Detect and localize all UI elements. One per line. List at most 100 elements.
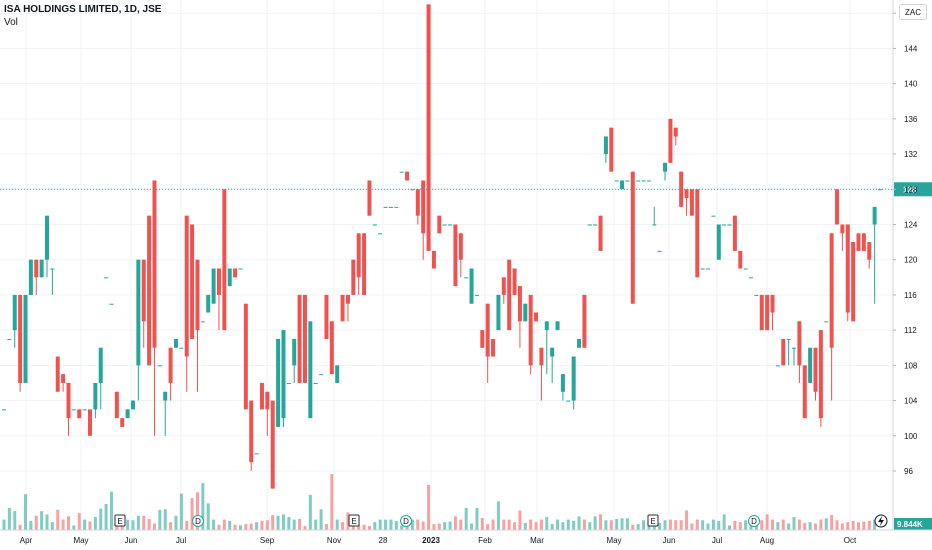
candle-body [464,277,469,279]
volume-bar [556,519,560,530]
candle-body [781,338,786,366]
volume-bar [179,493,183,530]
earnings-marker [348,514,360,527]
volume-bar [701,520,705,530]
candle-body [550,347,555,357]
volume-bar [744,520,748,530]
volume-bar [13,511,17,530]
time-axis[interactable]: Apr May Jun Jul Sep Nov 28 2023 Feb Mar May Jun Jul A… [0,529,932,545]
volume-bar [760,520,764,530]
candle-body [512,268,517,295]
candle-body [345,294,350,304]
candle-body [23,294,28,383]
currency-button[interactable]: ZAC [899,4,927,20]
candle-body [319,374,324,376]
candles [2,4,882,489]
time-tick-label: May [606,536,621,545]
volume-bar [534,522,538,530]
volume-bar [421,521,425,530]
volume-bar [636,524,640,530]
last-price-line: 128 9.844K [0,182,932,530]
candle-body [372,224,377,226]
lightning-icon [878,516,884,526]
volume-bar [470,523,474,530]
candle-body [431,250,436,269]
candle-body [706,268,711,270]
candle-body [157,365,162,367]
candle-body [657,250,662,252]
volume-bar [513,522,517,530]
volume-bar [781,519,785,530]
volume-bar [271,515,275,530]
candle-body [507,259,512,331]
grid-lines [0,0,893,530]
volume-bar [40,511,44,530]
price-tick-label: 100 [904,432,918,441]
candle-body [673,127,678,137]
volume-bar [394,520,398,530]
volume-bar [480,518,484,530]
candle-body [668,118,673,163]
volume-bar [281,514,285,530]
price-axis[interactable]: 9610010410811211612012412813213614014414… [892,0,918,530]
candle-body [501,277,506,295]
dividend-marker [748,515,760,527]
candle-body [394,206,399,208]
dividend-marker [400,515,412,527]
candle-body [571,356,576,401]
volume-bar [728,525,732,530]
candle-body [560,374,565,392]
candle-body [523,303,528,322]
volume-bar [604,520,608,530]
volume-bar [830,515,834,530]
volume-bars [2,474,877,530]
candle-body [34,259,39,278]
candle-body [286,382,291,384]
candle-body [93,382,98,410]
volume-bar [609,520,613,530]
volume-bar [491,519,495,530]
volume-bar [195,492,199,530]
earnings-marker-label: E [650,517,655,526]
candle-body [222,189,227,331]
candle-body [856,233,861,251]
volume-bar [685,510,689,530]
volume-bar [303,526,307,530]
candle-body [388,206,393,208]
volume-bar [292,519,296,530]
price-tick-label: 136 [904,115,918,124]
volume-bar [389,519,393,530]
volume-bar [308,494,312,530]
candle-body [421,180,426,234]
candle-body [281,330,286,419]
candle-body [265,391,270,410]
volume-bar [201,483,205,530]
volume-bar [378,519,382,530]
volume-bar [77,513,81,530]
volume-bar [367,526,371,530]
time-tick-label: Oct [844,536,857,545]
volume-bar [819,519,823,530]
time-tick-label: Jun [663,536,676,545]
volume-bar [238,525,242,530]
volume-bar [582,519,586,530]
time-tick-label: Feb [478,536,492,545]
candle-body [448,224,453,226]
volume-bar [169,522,173,530]
volume-last-label: 9.844K [897,520,923,529]
candle-body [77,409,82,419]
candle-body [544,321,549,331]
volume-bar [840,523,844,530]
candle-body [480,330,485,348]
candle-body [872,206,877,225]
candle-body [206,294,211,313]
price-tick-label: 144 [904,44,918,53]
price-tick-label: 96 [904,467,913,476]
volume-bar [99,508,103,530]
candle-body [630,171,635,304]
volume-bar [577,516,581,530]
candle-body [378,233,383,235]
volume-bar [448,521,452,530]
